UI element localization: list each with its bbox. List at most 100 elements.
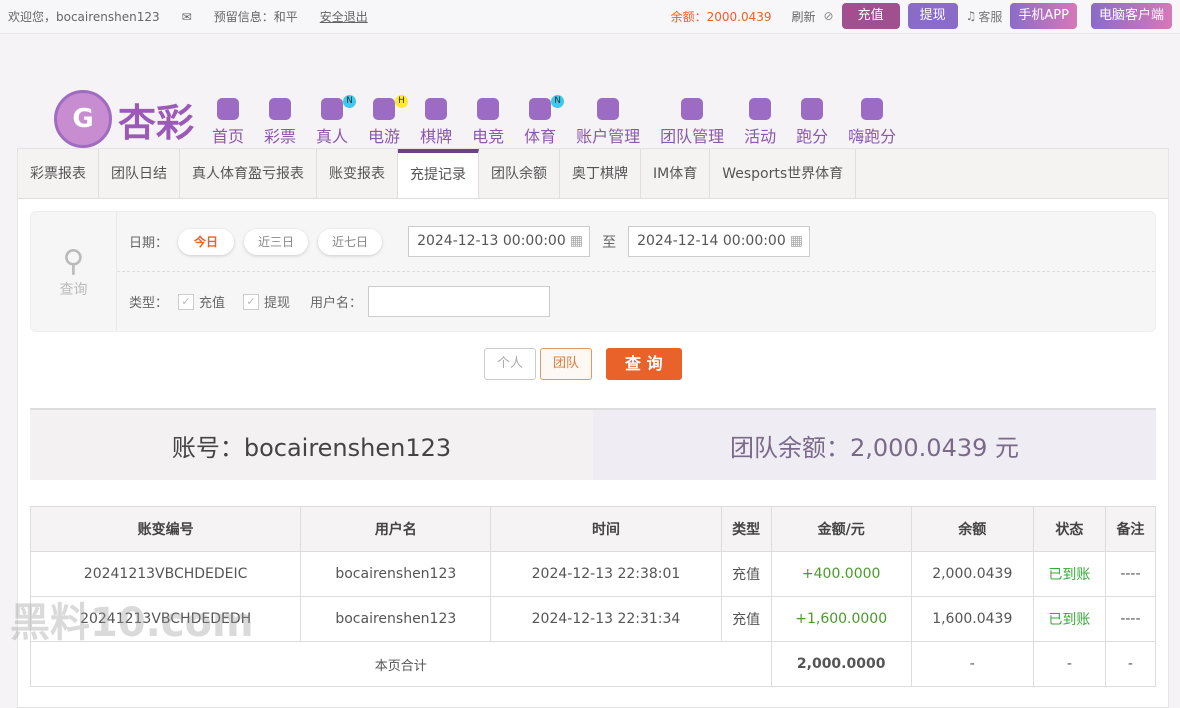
- withdraw-checkbox[interactable]: ✓: [243, 293, 260, 310]
- query-label: ⚲ 查询: [31, 212, 117, 331]
- nav-badge: N: [551, 95, 565, 108]
- nav-item[interactable]: 团队管理: [660, 98, 724, 147]
- nav-label: 账户管理: [576, 127, 641, 146]
- nav-item[interactable]: 账户管理: [576, 98, 640, 147]
- nav-icon: [597, 98, 620, 120]
- nav-label: 嗨跑分: [848, 127, 897, 146]
- nav-icon: [681, 98, 704, 120]
- query-button[interactable]: 查 询: [606, 348, 682, 380]
- nav-label: 团队管理: [660, 127, 725, 146]
- personal-button[interactable]: 个人: [484, 348, 537, 380]
- records-table: 账变编号 用户名 时间 类型 金额/元 余额 状态 备注 20241213VBCHDEDEIC…: [29, 506, 1157, 687]
- tab[interactable]: 彩票报表: [18, 149, 99, 198]
- tab[interactable]: 团队余额: [479, 149, 560, 198]
- nav-icon: [321, 98, 344, 120]
- service-link[interactable]: 客服: [978, 9, 1003, 24]
- tab[interactable]: 奥丁棋牌: [560, 149, 641, 198]
- calendar-icon[interactable]: ▦: [789, 233, 804, 249]
- seven-days-button[interactable]: 近七日: [318, 228, 383, 255]
- table-row: 20241213VBCHDEDEIC bocairenshen123 2024-12…: [29, 551, 1157, 597]
- team-balance-summary: 团队余额：2,000.0439 元: [593, 410, 1156, 480]
- table-cell: bocairenshen123: [300, 596, 492, 642]
- nav-item[interactable]: 电竞: [472, 98, 504, 147]
- reserved-info[interactable]: 预留信息：和平: [213, 10, 298, 24]
- table-cell: 充值: [720, 551, 772, 597]
- table-cell: ----: [1104, 551, 1157, 597]
- tab[interactable]: 团队日结: [99, 149, 180, 198]
- nav-item[interactable]: 棋牌: [420, 98, 452, 147]
- total-status: -: [1032, 641, 1106, 687]
- nav-label: 彩票: [264, 127, 297, 146]
- table-cell: 20241213VBCHDEDEIC: [29, 551, 302, 597]
- nav-icon: [861, 98, 884, 120]
- nav-badge: N: [343, 95, 357, 108]
- nav-item[interactable]: 首页: [212, 98, 244, 147]
- nav-badge: H: [395, 95, 409, 108]
- start-date-input[interactable]: 2024-12-13 00:00:00 ▦: [408, 226, 591, 257]
- mobile-app-button[interactable]: 手机APP: [1010, 3, 1077, 29]
- nav-label: 电竞: [472, 127, 505, 146]
- tab[interactable]: 充提记录: [398, 149, 479, 198]
- deposit-button[interactable]: 充值: [841, 3, 900, 29]
- username-label: 用户名：: [310, 296, 363, 311]
- query-title: 查询: [59, 282, 88, 298]
- top-bar: 欢迎您，bocairenshen123 ✉ 预留信息：和平 安全退出: [0, 0, 1180, 34]
- total-note: -: [1104, 641, 1157, 687]
- table-cell: 充值: [720, 596, 772, 642]
- nav-item[interactable]: 电游 H: [368, 95, 409, 147]
- table-cell: 已到账: [1032, 551, 1106, 597]
- nav-item[interactable]: 跑分: [796, 98, 828, 147]
- hide-eye-icon[interactable]: ⊘: [823, 9, 834, 23]
- nav-item[interactable]: 嗨跑分: [848, 98, 896, 147]
- end-date-value: 2024-12-14 00:00:00: [637, 233, 786, 249]
- table-cell: 20241213VBCHDEDEDH: [29, 596, 302, 642]
- team-button[interactable]: 团队: [540, 348, 593, 380]
- nav-item[interactable]: 活动: [744, 98, 776, 147]
- total-label: 本页合计: [30, 641, 772, 687]
- logout-link[interactable]: 安全退出: [319, 10, 368, 24]
- nav-item[interactable]: 彩票: [264, 98, 296, 147]
- date-label: 日期：: [129, 236, 169, 251]
- table-cell: 1,600.0439: [910, 596, 1034, 642]
- column-header: 金额/元: [770, 506, 912, 552]
- table-row: 20241213VBCHDEDEDH bocairenshen123 2024-12…: [29, 596, 1157, 642]
- tab[interactable]: Wesports世界体育: [710, 149, 857, 198]
- nav-icon: [529, 98, 552, 120]
- nav-icon: [749, 98, 772, 120]
- three-days-button[interactable]: 近三日: [244, 228, 309, 255]
- to-label: 至: [602, 234, 617, 251]
- start-date-value: 2024-12-13 00:00:00: [417, 233, 566, 249]
- balance: 余额：2000.0439: [670, 9, 772, 24]
- calendar-icon[interactable]: ▦: [569, 233, 584, 249]
- deposit-checkbox[interactable]: ✓: [178, 293, 195, 310]
- column-header: 备注: [1104, 506, 1157, 552]
- tab[interactable]: 真人体育盈亏报表: [180, 149, 317, 198]
- tab[interactable]: 账变报表: [317, 149, 398, 198]
- nav-icon: [801, 98, 824, 120]
- logo-emblem-icon: G: [54, 90, 112, 148]
- table-cell: bocairenshen123: [300, 551, 492, 597]
- nav-item[interactable]: 真人 N: [316, 95, 357, 147]
- type-label: 类型：: [129, 296, 169, 311]
- mail-icon[interactable]: ✉: [181, 9, 192, 24]
- withdraw-button[interactable]: 提现: [907, 3, 958, 29]
- headset-icon: ♫: [965, 9, 977, 23]
- end-date-input[interactable]: 2024-12-14 00:00:00 ▦: [628, 226, 811, 257]
- nav-icon: [477, 98, 500, 120]
- username-input[interactable]: [368, 286, 551, 317]
- nav-item[interactable]: 体育 N: [524, 95, 565, 147]
- total-amount: 2,000.0000: [770, 641, 912, 687]
- tab[interactable]: IM体育: [641, 149, 711, 198]
- logo[interactable]: G 杏彩: [54, 90, 194, 148]
- nav-label: 体育: [524, 127, 557, 146]
- table-cell: 2,000.0439: [910, 551, 1034, 597]
- refresh-button[interactable]: 刷新: [791, 9, 816, 24]
- nav-label: 首页: [212, 127, 245, 146]
- pc-client-button[interactable]: 电脑客户端: [1090, 3, 1172, 29]
- today-button[interactable]: 今日: [178, 228, 235, 255]
- nav-icon: [373, 98, 396, 120]
- search-form: ⚲ 查询 日期： 今日 近三日 近七日 2024-12-13 00:00:00 ▦ …: [30, 211, 1156, 332]
- search-icon: ⚲: [62, 244, 85, 279]
- report-panel: 彩票报表 团队日结 真人体育盈亏报表 账变报表 充提记录 团队余额 奥丁棋牌 IM体育 Wesp…: [17, 148, 1169, 708]
- column-header: 类型: [720, 506, 772, 552]
